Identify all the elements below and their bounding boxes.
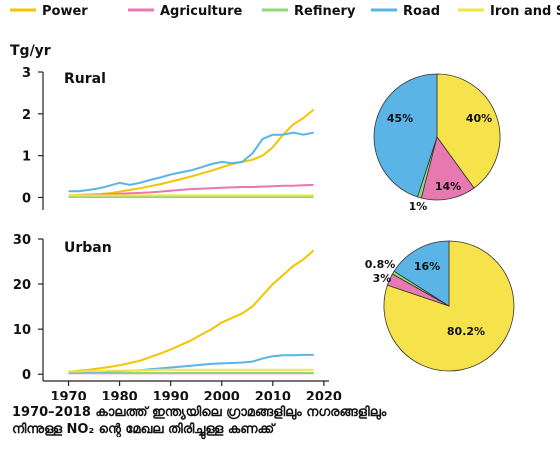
urban-pie-chart: 80.2% 3%0.8% 16%	[365, 240, 515, 372]
pie-label: 3%	[373, 272, 392, 285]
urban-line-chart: 1970 1980 1990 2000 2010 2020 0 10 20 30	[13, 233, 342, 400]
pie-label: 16%	[414, 260, 440, 273]
legend-item: Power	[10, 4, 88, 19]
unit-label: Tg/yr	[10, 43, 51, 59]
legend-label: Road	[403, 4, 440, 19]
pie-slice-road	[393, 240, 450, 307]
pie-label: 45%	[387, 112, 413, 125]
legend-label: Refinery	[294, 4, 356, 19]
pie-label: 14%	[435, 180, 461, 193]
x-tick-label: 1980	[102, 390, 138, 400]
legend-label: Iron and Steel	[490, 4, 560, 19]
x-tick-label: 1990	[153, 390, 189, 400]
legend-label: Power	[42, 4, 88, 19]
x-tick-label: 2000	[204, 390, 240, 400]
y-tick-label: 3	[22, 66, 31, 81]
y-tick-label: 0	[22, 368, 31, 383]
legend-label: Agriculture	[160, 4, 243, 19]
y-tick-label: 0	[22, 191, 31, 206]
pie-label: 1%	[409, 200, 428, 213]
pie-slice-agriculture	[420, 136, 475, 201]
pie-slice-iron-and-steel	[436, 73, 501, 189]
pie-slice-iron-and-steel	[383, 240, 515, 372]
series-line-power	[68, 108, 315, 197]
series-line-road	[68, 131, 314, 193]
urban-panel-title: Urban	[64, 240, 112, 256]
caption: 1970–2018 കാലത്ത് ഇന്ത്യയിലെ ഗ്രാമങ്ങളില…	[12, 404, 552, 438]
x-tick-label: 1970	[50, 390, 86, 400]
y-tick-label: 30	[13, 233, 31, 248]
legend: Power Agriculture Refinery Road Iron and Ste…	[10, 4, 560, 19]
y-tick-label: 20	[13, 278, 31, 293]
caption-line-2: നിന്നുള്ള NO₂ ന്റെ മേഖല തിരിച്ചുള്ള കണക്…	[12, 422, 275, 437]
y-tick-label: 1	[22, 150, 31, 165]
legend-item: Agriculture	[128, 4, 243, 19]
series-line-power	[68, 249, 315, 373]
pie-label: 40%	[466, 112, 492, 125]
pie-slice-road	[373, 73, 438, 198]
x-tick-label: 2020	[306, 390, 342, 400]
y-tick-label: 2	[22, 108, 31, 123]
series-line-iron-and-steel	[68, 368, 314, 373]
rural-line-chart: 0 1 2 3	[22, 66, 315, 210]
figure: Power Agriculture Refinery Road Iron and Ste…	[10, 4, 560, 400]
caption-line-1: 1970–2018 കാലത്ത് ഇന്ത്യയിലെ ഗ്രാമങ്ങളില…	[12, 405, 387, 420]
legend-item: Road	[371, 4, 440, 19]
legend-item: Iron and Steel	[458, 4, 560, 19]
pie-label: 80.2%	[447, 325, 485, 338]
pie-label: 0.8%	[365, 258, 396, 271]
rural-panel-title: Rural	[64, 71, 106, 87]
y-tick-label: 10	[13, 323, 31, 338]
legend-item: Refinery	[262, 4, 356, 19]
series-line-agriculture	[68, 183, 314, 197]
rural-pie-chart: 40% 14% 1% 45%	[373, 73, 501, 213]
x-tick-label: 2010	[255, 390, 291, 400]
